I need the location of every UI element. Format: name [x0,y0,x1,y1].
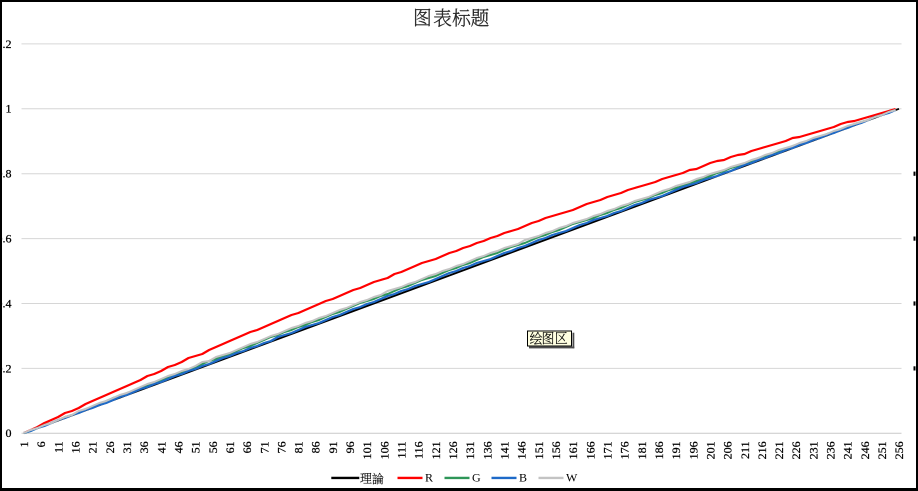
svg-text:76: 76 [274,441,288,453]
svg-text:241: 241 [841,441,855,459]
svg-text:131: 131 [463,441,477,459]
svg-text:256: 256 [892,441,906,459]
svg-text:191: 191 [669,441,683,459]
svg-text:226: 226 [789,441,803,459]
svg-text:B: B [519,471,527,485]
svg-text:126: 126 [446,441,460,459]
svg-text:166: 166 [583,441,597,459]
svg-text:196: 196 [686,441,700,459]
svg-text:91: 91 [326,441,340,453]
svg-text:86: 86 [309,441,323,453]
svg-text:0.4: 0.4 [0,296,12,310]
svg-text:1.2: 1.2 [0,37,12,51]
svg-text:141: 141 [498,441,512,459]
svg-text:W: W [566,471,578,485]
svg-text:0.2: 0.2 [0,361,12,375]
svg-text:251: 251 [875,441,889,459]
svg-text:216: 216 [755,441,769,459]
svg-text:201: 201 [703,441,717,459]
svg-text:46: 46 [171,441,185,453]
svg-text:R: R [425,471,433,485]
svg-text:1: 1 [6,102,12,116]
svg-text:171: 171 [601,441,615,459]
svg-text:21: 21 [86,441,100,453]
svg-text:181: 181 [635,441,649,459]
svg-text:16: 16 [69,441,83,453]
svg-text:1: 1 [17,441,31,447]
svg-text:0: 0 [6,426,12,440]
svg-text:176: 176 [618,441,632,459]
svg-text:231: 231 [806,441,820,459]
svg-text:246: 246 [858,441,872,459]
svg-text:96: 96 [343,441,357,453]
svg-text:121: 121 [429,441,443,459]
svg-text:151: 151 [532,441,546,459]
svg-text:101: 101 [360,441,374,459]
svg-text:11: 11 [51,441,65,453]
svg-text:G: G [472,471,481,485]
svg-text:161: 161 [566,441,580,459]
svg-text:236: 236 [824,441,838,459]
svg-text:56: 56 [206,441,220,453]
svg-text:111: 111 [395,441,409,458]
svg-text:0.6: 0.6 [0,232,12,246]
svg-text:66: 66 [240,441,254,453]
svg-text:106: 106 [377,441,391,459]
svg-text:0.8: 0.8 [0,167,12,181]
svg-text:156: 156 [549,441,563,459]
svg-text:221: 221 [772,441,786,459]
svg-text:26: 26 [103,441,117,453]
svg-text:206: 206 [721,441,735,459]
svg-text:61: 61 [223,441,237,453]
svg-text:81: 81 [292,441,306,453]
svg-text:186: 186 [652,441,666,459]
svg-text:116: 116 [412,441,426,459]
svg-text:136: 136 [480,441,494,459]
svg-text:31: 31 [120,441,134,453]
svg-text:211: 211 [738,441,752,459]
svg-text:6: 6 [34,441,48,447]
svg-text:71: 71 [257,441,271,453]
svg-text:36: 36 [137,441,151,453]
svg-text:146: 146 [515,441,529,459]
svg-text:41: 41 [154,441,168,453]
svg-text:51: 51 [189,441,203,453]
